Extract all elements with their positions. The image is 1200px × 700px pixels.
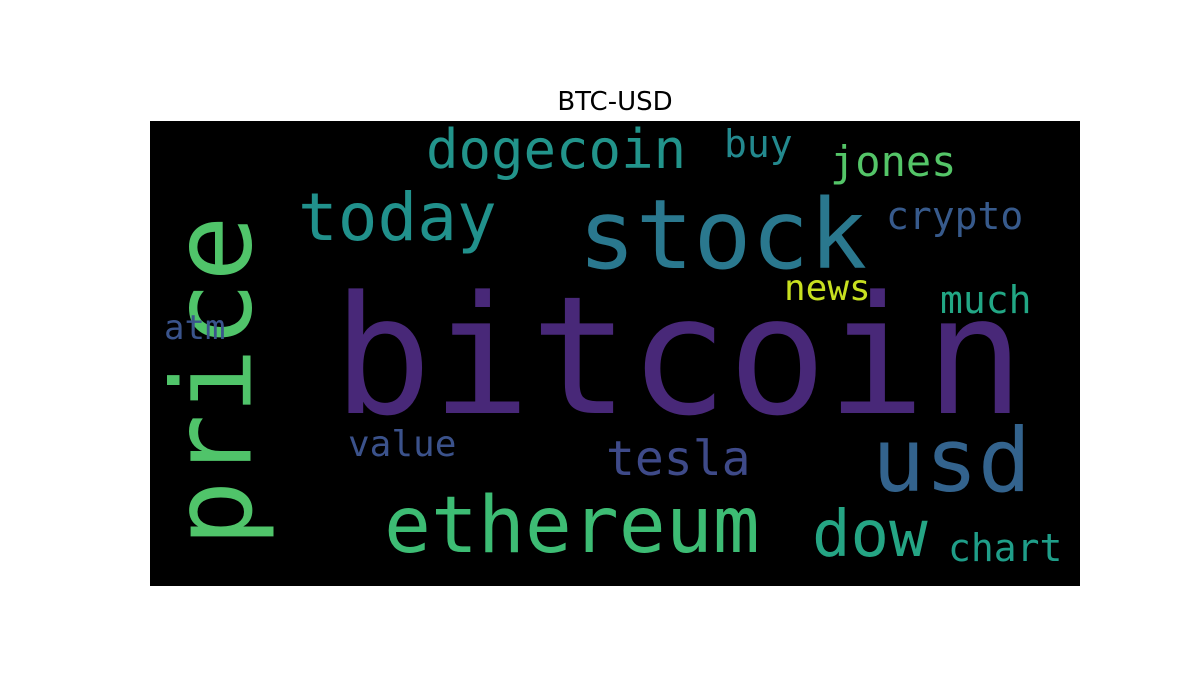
chart-title: BTC-USD — [557, 87, 673, 117]
word-jones: jones — [830, 137, 957, 186]
word-crypto: crypto — [886, 194, 1024, 238]
word-much: much — [940, 278, 1032, 322]
word-price: price — [150, 215, 277, 547]
word-chart: chart — [948, 526, 1063, 570]
word-tesla: tesla — [606, 431, 751, 487]
word-value: value — [348, 424, 457, 465]
word-buy: buy — [724, 122, 793, 166]
word-dow: dow — [812, 498, 928, 572]
word-usd: usd — [872, 409, 1031, 512]
word-ethereum: ethereum — [384, 481, 760, 571]
word-cloud-canvas: bitcoin price stock usd ethereum today d… — [150, 121, 1080, 586]
word-stock: stock — [578, 179, 867, 291]
word-dogecoin: dogecoin — [426, 121, 687, 181]
word-atm: atm — [164, 308, 226, 348]
word-news: news — [784, 268, 871, 309]
word-today: today — [298, 179, 497, 256]
word-bitcoin: bitcoin — [333, 261, 1025, 452]
